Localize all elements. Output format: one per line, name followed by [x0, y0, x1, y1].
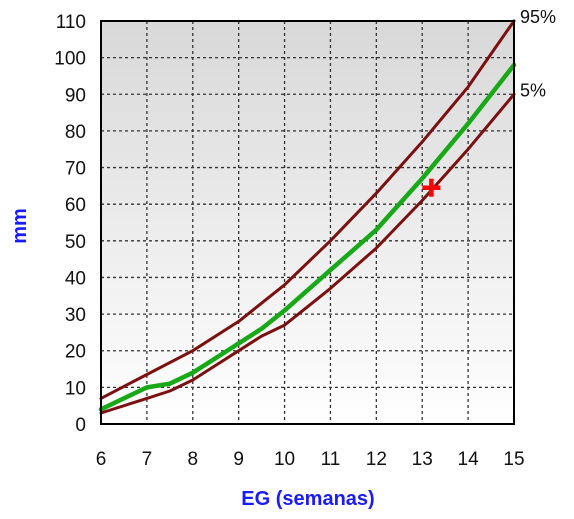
x-tick-label: 15 — [503, 449, 524, 470]
y-tick-label: 60 — [65, 195, 86, 216]
x-tick-label: 6 — [96, 449, 107, 470]
y-tick-label: 70 — [65, 159, 86, 180]
series-label: 5% — [520, 80, 546, 100]
y-tick-label: 40 — [65, 268, 86, 289]
y-axis-title: mm — [9, 208, 31, 244]
plot-background — [101, 21, 514, 424]
y-tick-label: 20 — [65, 342, 86, 363]
y-tick-label: 50 — [65, 232, 86, 253]
y-tick-label: 0 — [75, 415, 86, 436]
series-line-median — [98, 62, 517, 412]
y-tick-label: 110 — [56, 12, 86, 33]
measurement-marker — [422, 178, 441, 197]
x-tick-label: 8 — [187, 449, 198, 470]
marker-layer — [422, 178, 441, 197]
series-labels: 95% 5% — [520, 7, 556, 100]
y-tick-label: 100 — [54, 49, 86, 70]
x-tick-label: 14 — [458, 449, 480, 470]
x-axis-title: EG (semanas) — [241, 488, 374, 510]
x-tick-label: 11 — [321, 449, 341, 470]
x-tick-label: 10 — [274, 449, 295, 470]
x-tick-label: 12 — [366, 449, 387, 470]
y-tick-label: 80 — [65, 122, 86, 143]
y-tick-label: 90 — [65, 85, 86, 106]
x-tick-label: 9 — [233, 449, 244, 470]
series-layer — [98, 19, 517, 415]
x-tick-labels: 6 7 8 9 10 11 12 13 14 15 — [96, 449, 525, 470]
series-line-p5 — [99, 92, 516, 415]
y-tick-label: 10 — [65, 378, 86, 399]
plot-border — [100, 20, 515, 425]
series-label: 95% — [520, 7, 556, 27]
x-tick-label: 7 — [142, 449, 153, 470]
x-tick-label: 13 — [412, 449, 433, 470]
y-tick-label: 30 — [65, 305, 86, 326]
y-tick-labels: 0 10 20 30 40 50 60 70 80 90 100 110 — [54, 12, 86, 436]
series-line-p95 — [99, 19, 516, 400]
